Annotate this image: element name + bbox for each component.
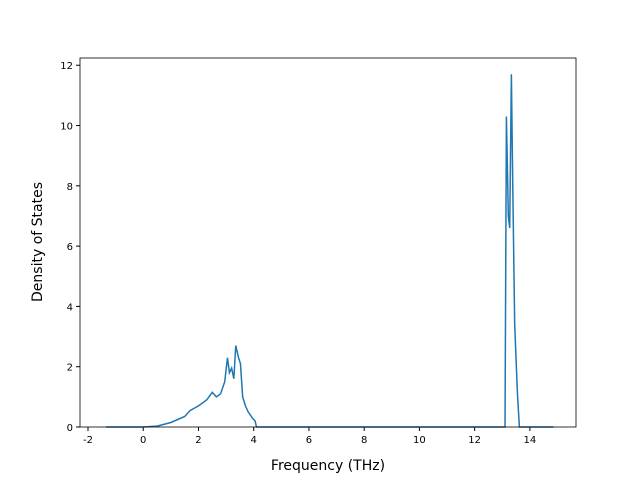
y-tick-label: 2 xyxy=(67,363,73,374)
x-tick-label: 4 xyxy=(251,435,257,446)
x-tick-label: 0 xyxy=(140,435,146,446)
y-tick-label: 0 xyxy=(67,423,73,434)
plot-frame xyxy=(79,57,577,428)
x-tick-label: 10 xyxy=(413,435,426,446)
y-tick-label: 12 xyxy=(60,61,73,72)
x-tick-label: 8 xyxy=(361,435,367,446)
y-tick-label: 4 xyxy=(67,302,73,313)
y-tick-label: 10 xyxy=(60,122,73,133)
y-tick-label: 8 xyxy=(67,182,73,193)
x-tick-label: 12 xyxy=(468,435,481,446)
x-tick-label: 6 xyxy=(306,435,312,446)
y-axis-label: Density of States xyxy=(30,182,46,302)
x-tick-label: 14 xyxy=(524,435,537,446)
x-tick-label: 2 xyxy=(195,435,201,446)
x-axis-label: Frequency (THz) xyxy=(271,458,385,474)
data-line xyxy=(105,74,554,428)
x-tick-label: -2 xyxy=(83,435,93,446)
y-tick-label: 6 xyxy=(67,242,73,253)
